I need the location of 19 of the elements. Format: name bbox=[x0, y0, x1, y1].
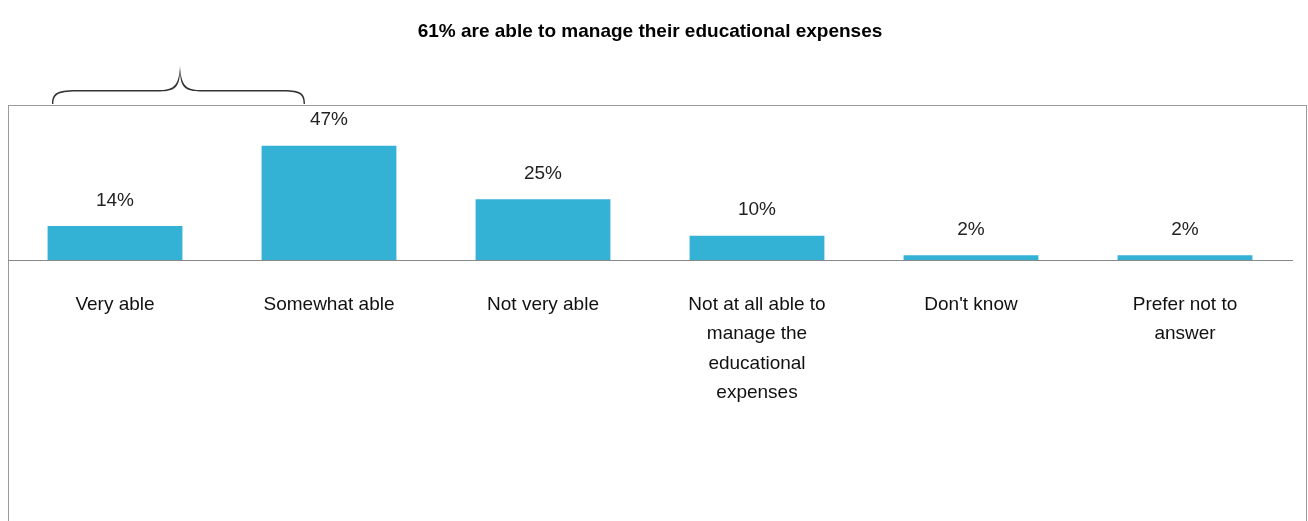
x-tick-label: Very able bbox=[75, 292, 155, 314]
x-tick-label: Not very able bbox=[487, 292, 599, 314]
data-label: 2% bbox=[957, 217, 985, 239]
bar bbox=[903, 255, 1039, 260]
bar bbox=[1117, 255, 1253, 260]
x-tick-label: Somewhat able bbox=[263, 292, 395, 314]
bar bbox=[475, 199, 611, 260]
x-tick-label: Don't know bbox=[924, 292, 1018, 314]
x-tick-label: Prefer not to answer bbox=[1132, 292, 1238, 344]
bar bbox=[689, 235, 825, 260]
data-label: 47% bbox=[309, 108, 349, 130]
chart-title: 61% are able to manage their educational expenses bbox=[417, 19, 883, 41]
data-label: 14% bbox=[95, 188, 135, 210]
data-label: 10% bbox=[737, 198, 777, 220]
x-tick-label: Not at all able to manage the educational expenses bbox=[688, 292, 826, 403]
data-label: 2% bbox=[1171, 217, 1199, 239]
bar bbox=[261, 145, 397, 260]
data-label: 25% bbox=[523, 161, 563, 183]
bar bbox=[47, 225, 183, 260]
